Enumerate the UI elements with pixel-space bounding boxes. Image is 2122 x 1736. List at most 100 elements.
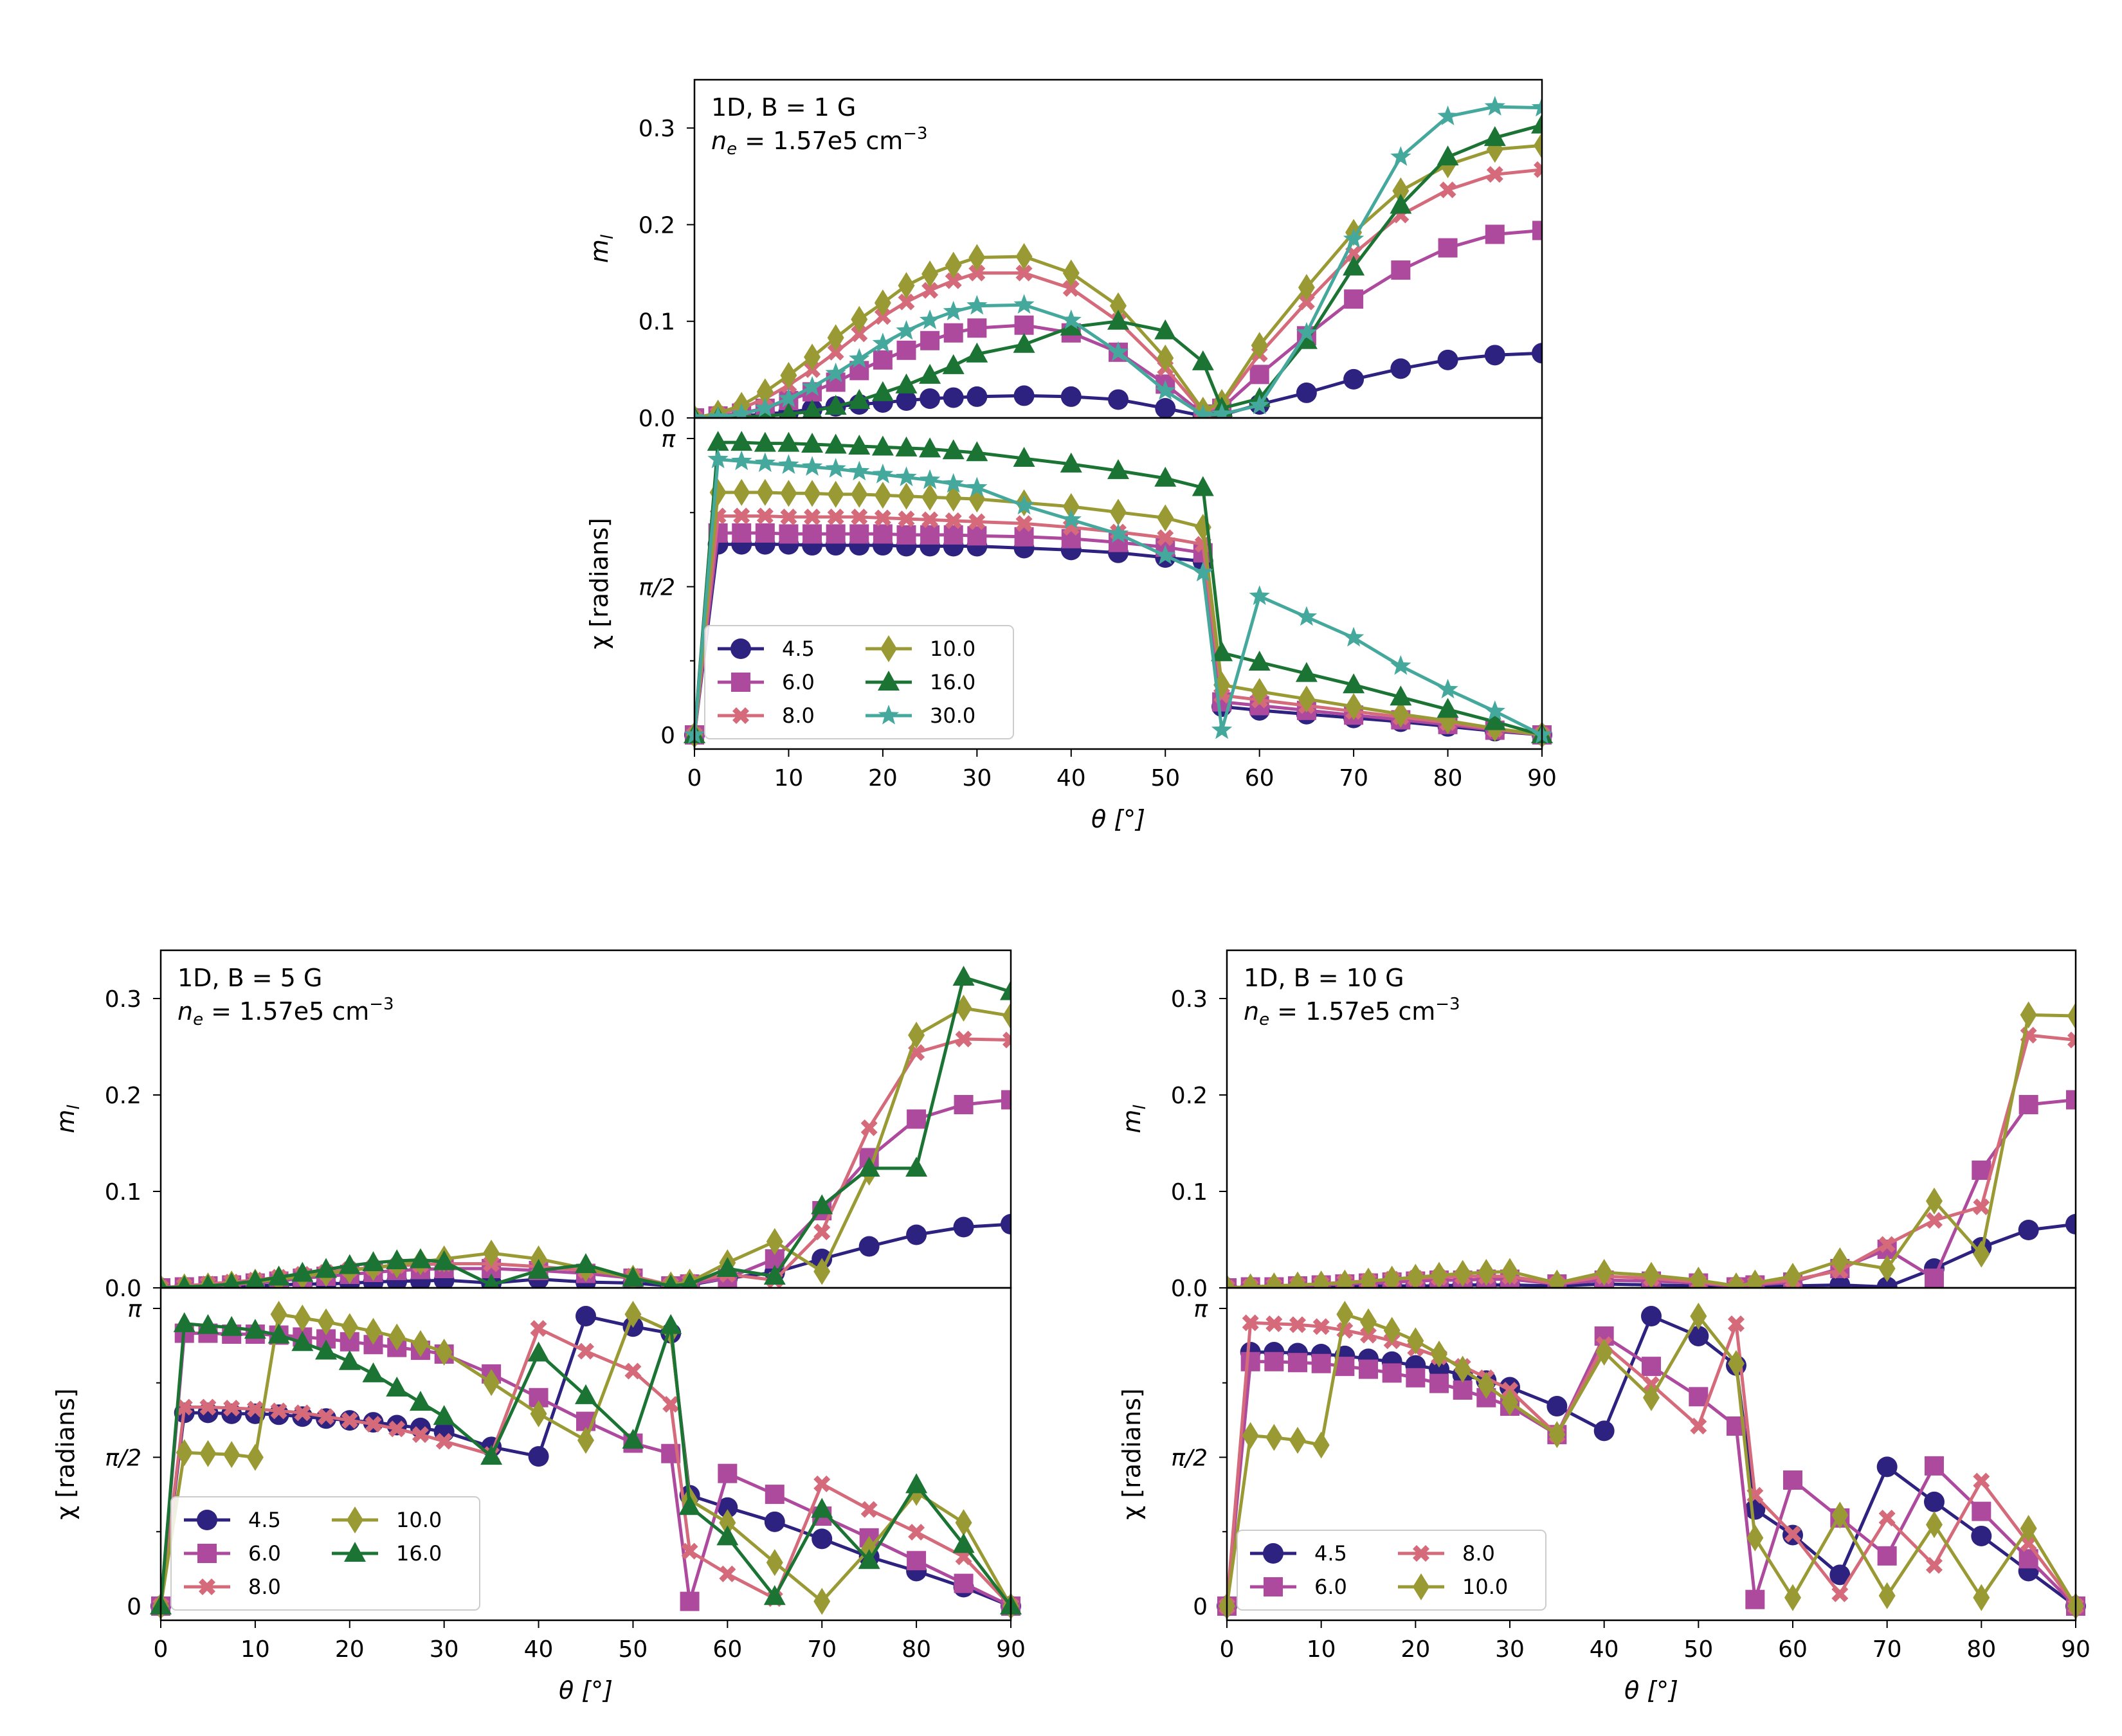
lower-series-4.5-point — [1546, 1396, 1568, 1417]
x-tick-label: 70 — [807, 1636, 837, 1663]
upper-series-30.0-point — [1013, 294, 1035, 314]
lower-series-10.0-point — [270, 1301, 287, 1328]
upper-series-8.0-point — [945, 272, 962, 289]
upper-series-16.0-point — [663, 1274, 678, 1288]
lower-series-4.5-point — [717, 1497, 738, 1518]
annotation-field: 1D, B = 5 G — [177, 964, 322, 992]
upper-series-16.0-point — [1060, 315, 1082, 336]
lower-axes-frame — [159, 1287, 1012, 1622]
density-value: = 1.57e5 cm — [1269, 997, 1435, 1026]
lower-series-10.0-point — [1454, 1355, 1471, 1383]
lower-series-16.0-point — [315, 1339, 338, 1360]
upper-series-4.5-point — [1060, 386, 1082, 407]
x-axis-label: θ [°] — [559, 1676, 613, 1704]
annotation-field: 1D, B = 1 G — [711, 93, 856, 122]
lower-series-10.0-point — [1431, 1340, 1447, 1368]
lower-series-10.0-point — [1746, 1524, 1764, 1551]
upper-series-4.5-point — [896, 390, 917, 411]
lower-series-16.0-point — [1060, 452, 1082, 473]
upper-y-ticks: 0.0 0.1 0.2 0.3 — [1171, 986, 1227, 1302]
lower-series-16.0-point — [622, 1429, 644, 1449]
lower-series-6.0-point — [1264, 1352, 1284, 1371]
lower-y-tick-label: π/2 — [105, 1445, 141, 1472]
lower-series-30.0-point — [1192, 561, 1213, 582]
lower-series-10.0-line — [1225, 1312, 2078, 1607]
upper-series-6.0-point — [2066, 1090, 2076, 1110]
upper-series-16.0-point — [386, 1249, 408, 1269]
upper-y-tick-label: 0.2 — [1171, 1083, 1208, 1109]
upper-series-8.0-point — [874, 308, 891, 325]
x-tick-label: 10 — [240, 1636, 270, 1663]
upper-series-6.0-point — [954, 1095, 974, 1114]
lower-series-8.0-point — [898, 510, 915, 527]
upper-series-16.0-point — [966, 342, 988, 363]
upper-series-16.0-point — [716, 1257, 739, 1277]
x-tick-label: 20 — [335, 1636, 365, 1663]
lower-series-8.0-point — [318, 1408, 335, 1425]
density-subscript: e — [727, 140, 737, 159]
lower-series-16.0-point — [966, 441, 988, 462]
upper-series-16.0-point — [338, 1254, 361, 1274]
upper-series-4.5-point — [1296, 382, 1317, 403]
chart-panel-bottom-left: 0.0 0.1 0.2 0.3 ml 0 π/2 π χ [radians] 0 10 20 30 40 5… — [51, 949, 1026, 1704]
lower-series-16.0-point — [1437, 698, 1459, 718]
upper-series-30.0-point — [1060, 309, 1082, 329]
legend-label: 16.0 — [396, 1541, 442, 1566]
lower-series-10.0-point — [318, 1308, 335, 1335]
legend-label: 4.5 — [248, 1508, 281, 1532]
x-tick-label: 80 — [1966, 1636, 1996, 1663]
upper-series-10.0-point — [1548, 1269, 1566, 1288]
legend-box — [704, 625, 1014, 739]
lower-series-6.0-point — [1406, 1368, 1426, 1388]
x-tick-label: 90 — [2061, 1636, 2090, 1663]
upper-series-8.0-point — [1298, 293, 1315, 311]
lower-series-30.0-point — [1249, 585, 1270, 605]
upper-series-10.0-point — [756, 378, 774, 406]
upper-series-30.0-point — [694, 407, 705, 418]
lower-series-6.0-point — [1335, 1357, 1355, 1377]
lower-series-16.0-point — [763, 1585, 786, 1605]
lower-series-4.5-point — [528, 1446, 549, 1467]
annotation-density: ne = 1.57e5 cm−3 — [711, 124, 928, 159]
upper-series-6.0-point — [920, 330, 940, 350]
legend: 4.5 6.0 8.0 10.0 16.0 30.0 — [704, 625, 1014, 739]
ylabel-sub: l — [598, 234, 617, 239]
legend-label: 16.0 — [930, 670, 975, 694]
lower-series-group — [684, 431, 1553, 748]
legend-label: 8.0 — [782, 703, 815, 728]
lower-series-10.0-point — [1926, 1511, 1943, 1539]
upper-series-6.0-point — [1972, 1161, 1991, 1180]
lower-series-6.0-point — [1240, 1352, 1260, 1371]
lower-series-30.0-point — [1484, 700, 1505, 721]
upper-series-4.5-point — [2065, 1214, 2076, 1234]
lower-series-8.0-point — [1973, 1472, 1990, 1490]
lower-series-6.0-point — [826, 524, 846, 544]
lower-series-8.0-point — [341, 1412, 358, 1429]
upper-series-10.0-point — [483, 1240, 500, 1267]
upper-series-4.5-point — [1155, 397, 1176, 418]
upper-series-10.0-point — [1973, 1240, 1990, 1268]
lower-series-4.5-point — [1688, 1325, 1709, 1346]
upper-series-8.0-point — [1002, 1031, 1011, 1049]
lower-axes-frame — [1226, 1287, 2077, 1622]
lower-series-30.0-point — [754, 452, 775, 473]
lower-series-16.0-point — [480, 1445, 503, 1465]
upper-series-16.0-point — [952, 966, 975, 986]
lower-series-16.0-point — [268, 1323, 290, 1344]
upper-series-10.0-point — [1360, 1267, 1377, 1288]
lower-series-10.0-point — [1383, 1317, 1401, 1344]
x-tick-label: 50 — [1150, 765, 1180, 791]
upper-y-tick-label: 0.1 — [639, 309, 675, 336]
upper-series-16.0-point — [362, 1251, 385, 1271]
lower-series-16.0-point — [221, 1316, 243, 1336]
upper-series-10.0-point — [766, 1228, 783, 1255]
upper-series-16.0-point — [161, 1276, 167, 1288]
lower-y-tick-label: π/2 — [639, 575, 675, 601]
upper-series-group — [1227, 1001, 2076, 1288]
lower-series-6.0-point — [1745, 1589, 1765, 1609]
lower-series-16.0-point — [754, 431, 776, 452]
upper-series-8.0-point — [1878, 1236, 1896, 1253]
lower-series-30.0-point — [825, 458, 846, 478]
lower-series-8.0-point — [2020, 1535, 2037, 1552]
lower-series-6.0-point — [967, 526, 987, 546]
